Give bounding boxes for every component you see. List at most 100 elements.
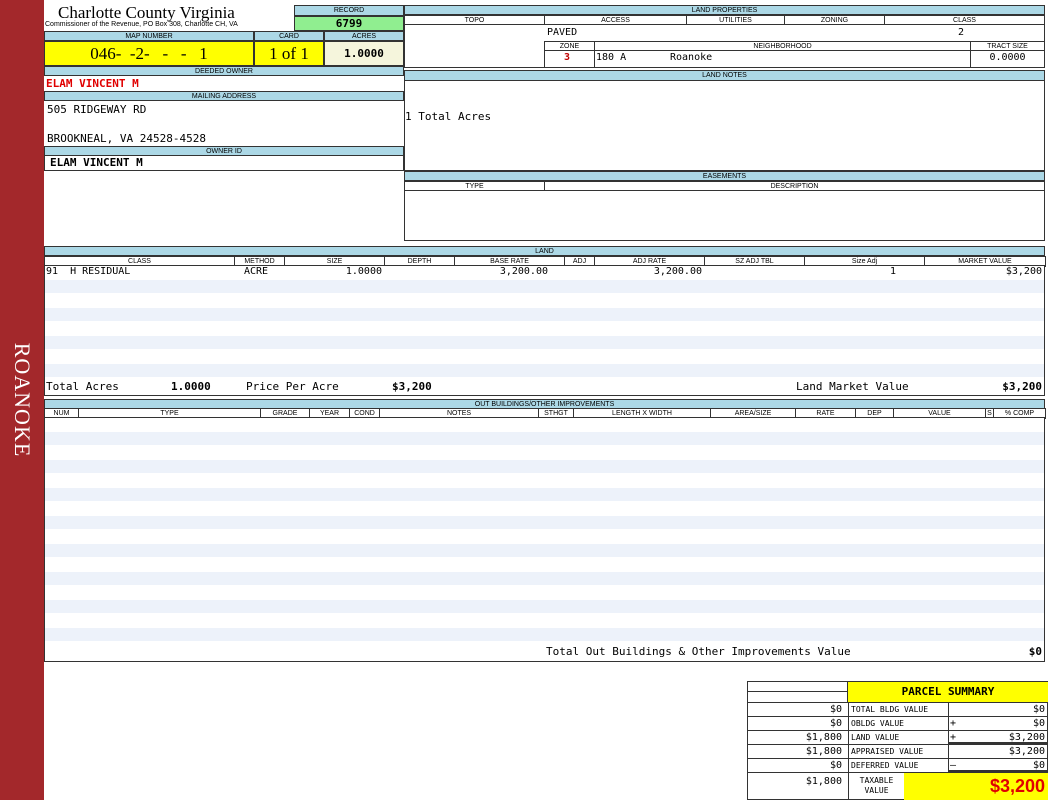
- table-row: [45, 502, 1044, 516]
- table-row: [45, 474, 1044, 488]
- table-row: [45, 460, 1044, 474]
- map-number-label: MAP NUMBER: [44, 31, 254, 41]
- summary-label: APPRAISED VALUE: [848, 745, 948, 759]
- outbuildings-table-body: [44, 417, 1045, 662]
- table-row: [45, 432, 1044, 446]
- taxable-value: $3,200: [904, 773, 1048, 800]
- land-row-size-adj: 1: [889, 266, 896, 277]
- summary-label: TOTAL BLDG VALUE: [848, 703, 948, 717]
- easements-title: EASEMENTS: [404, 171, 1045, 181]
- card-number: 1 of 1: [254, 41, 324, 66]
- tract-size: 0.0000: [989, 52, 1026, 63]
- summary-operator: –: [950, 760, 957, 771]
- class-value: 2: [958, 27, 965, 38]
- acres-label: ACRES: [324, 31, 404, 41]
- outbuildings-total-row: [45, 642, 1044, 661]
- map-number: 046- -2- - - 1: [44, 41, 254, 66]
- neighborhood-code: 180 A: [596, 52, 627, 63]
- deeded-owner-label: DEEDED OWNER: [44, 66, 404, 76]
- land-row-size: 1.0000: [345, 266, 382, 277]
- table-row: [45, 280, 1044, 294]
- land-notes-text: 1 Total Acres: [405, 110, 492, 123]
- table-row: [45, 558, 1044, 572]
- record-number: 6799: [294, 16, 404, 31]
- zone-value: 3: [564, 52, 571, 63]
- summary-blank-2: [748, 692, 848, 703]
- table-row: [45, 600, 1044, 614]
- neighborhood-name: Roanoke: [670, 52, 713, 63]
- summary-operator: [950, 703, 962, 716]
- address-line-2: BROOKNEAL, VA 24528-4528: [47, 132, 206, 145]
- land-rows: [45, 266, 1044, 392]
- table-row: [45, 572, 1044, 586]
- summary-prior-value: $1,800: [748, 731, 848, 745]
- summary-prior-value: $0: [748, 717, 848, 731]
- table-row: [45, 266, 1044, 280]
- price-per-acre-label: Price Per Acre: [246, 380, 339, 393]
- deeded-owner: ELAM VINCENT M: [46, 77, 139, 90]
- land-row-market-value: $3,200: [1005, 266, 1042, 277]
- table-row: [45, 530, 1044, 544]
- land-market-value: $3,200: [1002, 380, 1042, 393]
- land-notes-box: [404, 80, 1045, 171]
- table-row: [45, 586, 1044, 600]
- land-table-body: [44, 265, 1045, 396]
- zone-cell: [544, 50, 595, 68]
- summary-operator: +: [950, 732, 957, 743]
- summary-label: OBLDG VALUE: [848, 717, 948, 731]
- summary-prior-value: $1,800: [748, 745, 848, 759]
- taxable-label: TAXABLE VALUE: [848, 773, 904, 800]
- card-label: CARD: [254, 31, 324, 41]
- parcel-summary-title: PARCEL SUMMARY: [848, 682, 1048, 703]
- record-label: RECORD: [294, 5, 404, 16]
- summary-value: $0: [948, 703, 1048, 717]
- sidebar: ROANOKE: [0, 0, 44, 800]
- outbuildings-total-label: Total Out Buildings & Other Improvements…: [546, 645, 851, 658]
- land-row-method: ACRE: [244, 266, 269, 277]
- summary-label: LAND VALUE: [848, 731, 948, 745]
- table-row: [45, 544, 1044, 558]
- table-row: [45, 336, 1044, 350]
- land-row-adj-rate: 3,200.00: [653, 266, 702, 277]
- summary-value: $3,200: [948, 745, 1048, 759]
- table-row: [45, 418, 1044, 432]
- table-row: [45, 350, 1044, 364]
- summary-value: $0: [948, 717, 1048, 731]
- summary-prior-value: $0: [748, 703, 848, 717]
- summary-blank-1: [748, 682, 848, 692]
- acres-value: 1.0000: [324, 41, 404, 66]
- tract-cell: [970, 50, 1045, 68]
- county-title: Charlotte County Virginia: [58, 3, 235, 22]
- parcel-summary: PARCEL SUMMARY $1,800 TAXABLE VALUE $3,2…: [747, 681, 1048, 800]
- summary-value: $3,200: [948, 731, 1048, 745]
- sidebar-label: ROANOKE: [10, 342, 35, 458]
- table-row: [45, 308, 1044, 322]
- outbuildings-rows: [45, 418, 1044, 656]
- table-row: [45, 446, 1044, 460]
- summary-prior-value: $0: [748, 759, 848, 773]
- summary-value: $0: [948, 759, 1048, 773]
- summary-label: DEFERRED VALUE: [848, 759, 948, 773]
- outbuildings-total: $0: [1028, 645, 1042, 658]
- table-row: [45, 322, 1044, 336]
- price-per-acre: $3,200: [392, 380, 432, 393]
- subtitle: Commissioner of the Revenue, PO Box 308,…: [45, 21, 238, 28]
- land-properties-title: LAND PROPERTIES: [404, 5, 1045, 15]
- summary-operator: +: [950, 718, 957, 729]
- neighborhood-label: NEIGHBORHOOD: [594, 41, 971, 51]
- access-value: PAVED: [547, 27, 578, 38]
- owner-id: ELAM VINCENT M: [44, 155, 404, 171]
- table-row: [45, 614, 1044, 628]
- mailing-address-label: MAILING ADDRESS: [44, 91, 404, 101]
- land-market-value-label: Land Market Value: [796, 380, 909, 393]
- address-line-1: 505 RIDGEWAY RD: [47, 103, 147, 116]
- total-acres: 1.0000: [171, 380, 211, 393]
- table-row: [45, 488, 1044, 502]
- table-row: [45, 364, 1044, 378]
- land-total-row: [45, 378, 1044, 395]
- land-title: LAND: [44, 246, 1045, 256]
- summary-operator: [950, 745, 962, 758]
- total-acres-label: Total Acres: [46, 380, 119, 393]
- table-row: [45, 628, 1044, 642]
- table-row: [45, 516, 1044, 530]
